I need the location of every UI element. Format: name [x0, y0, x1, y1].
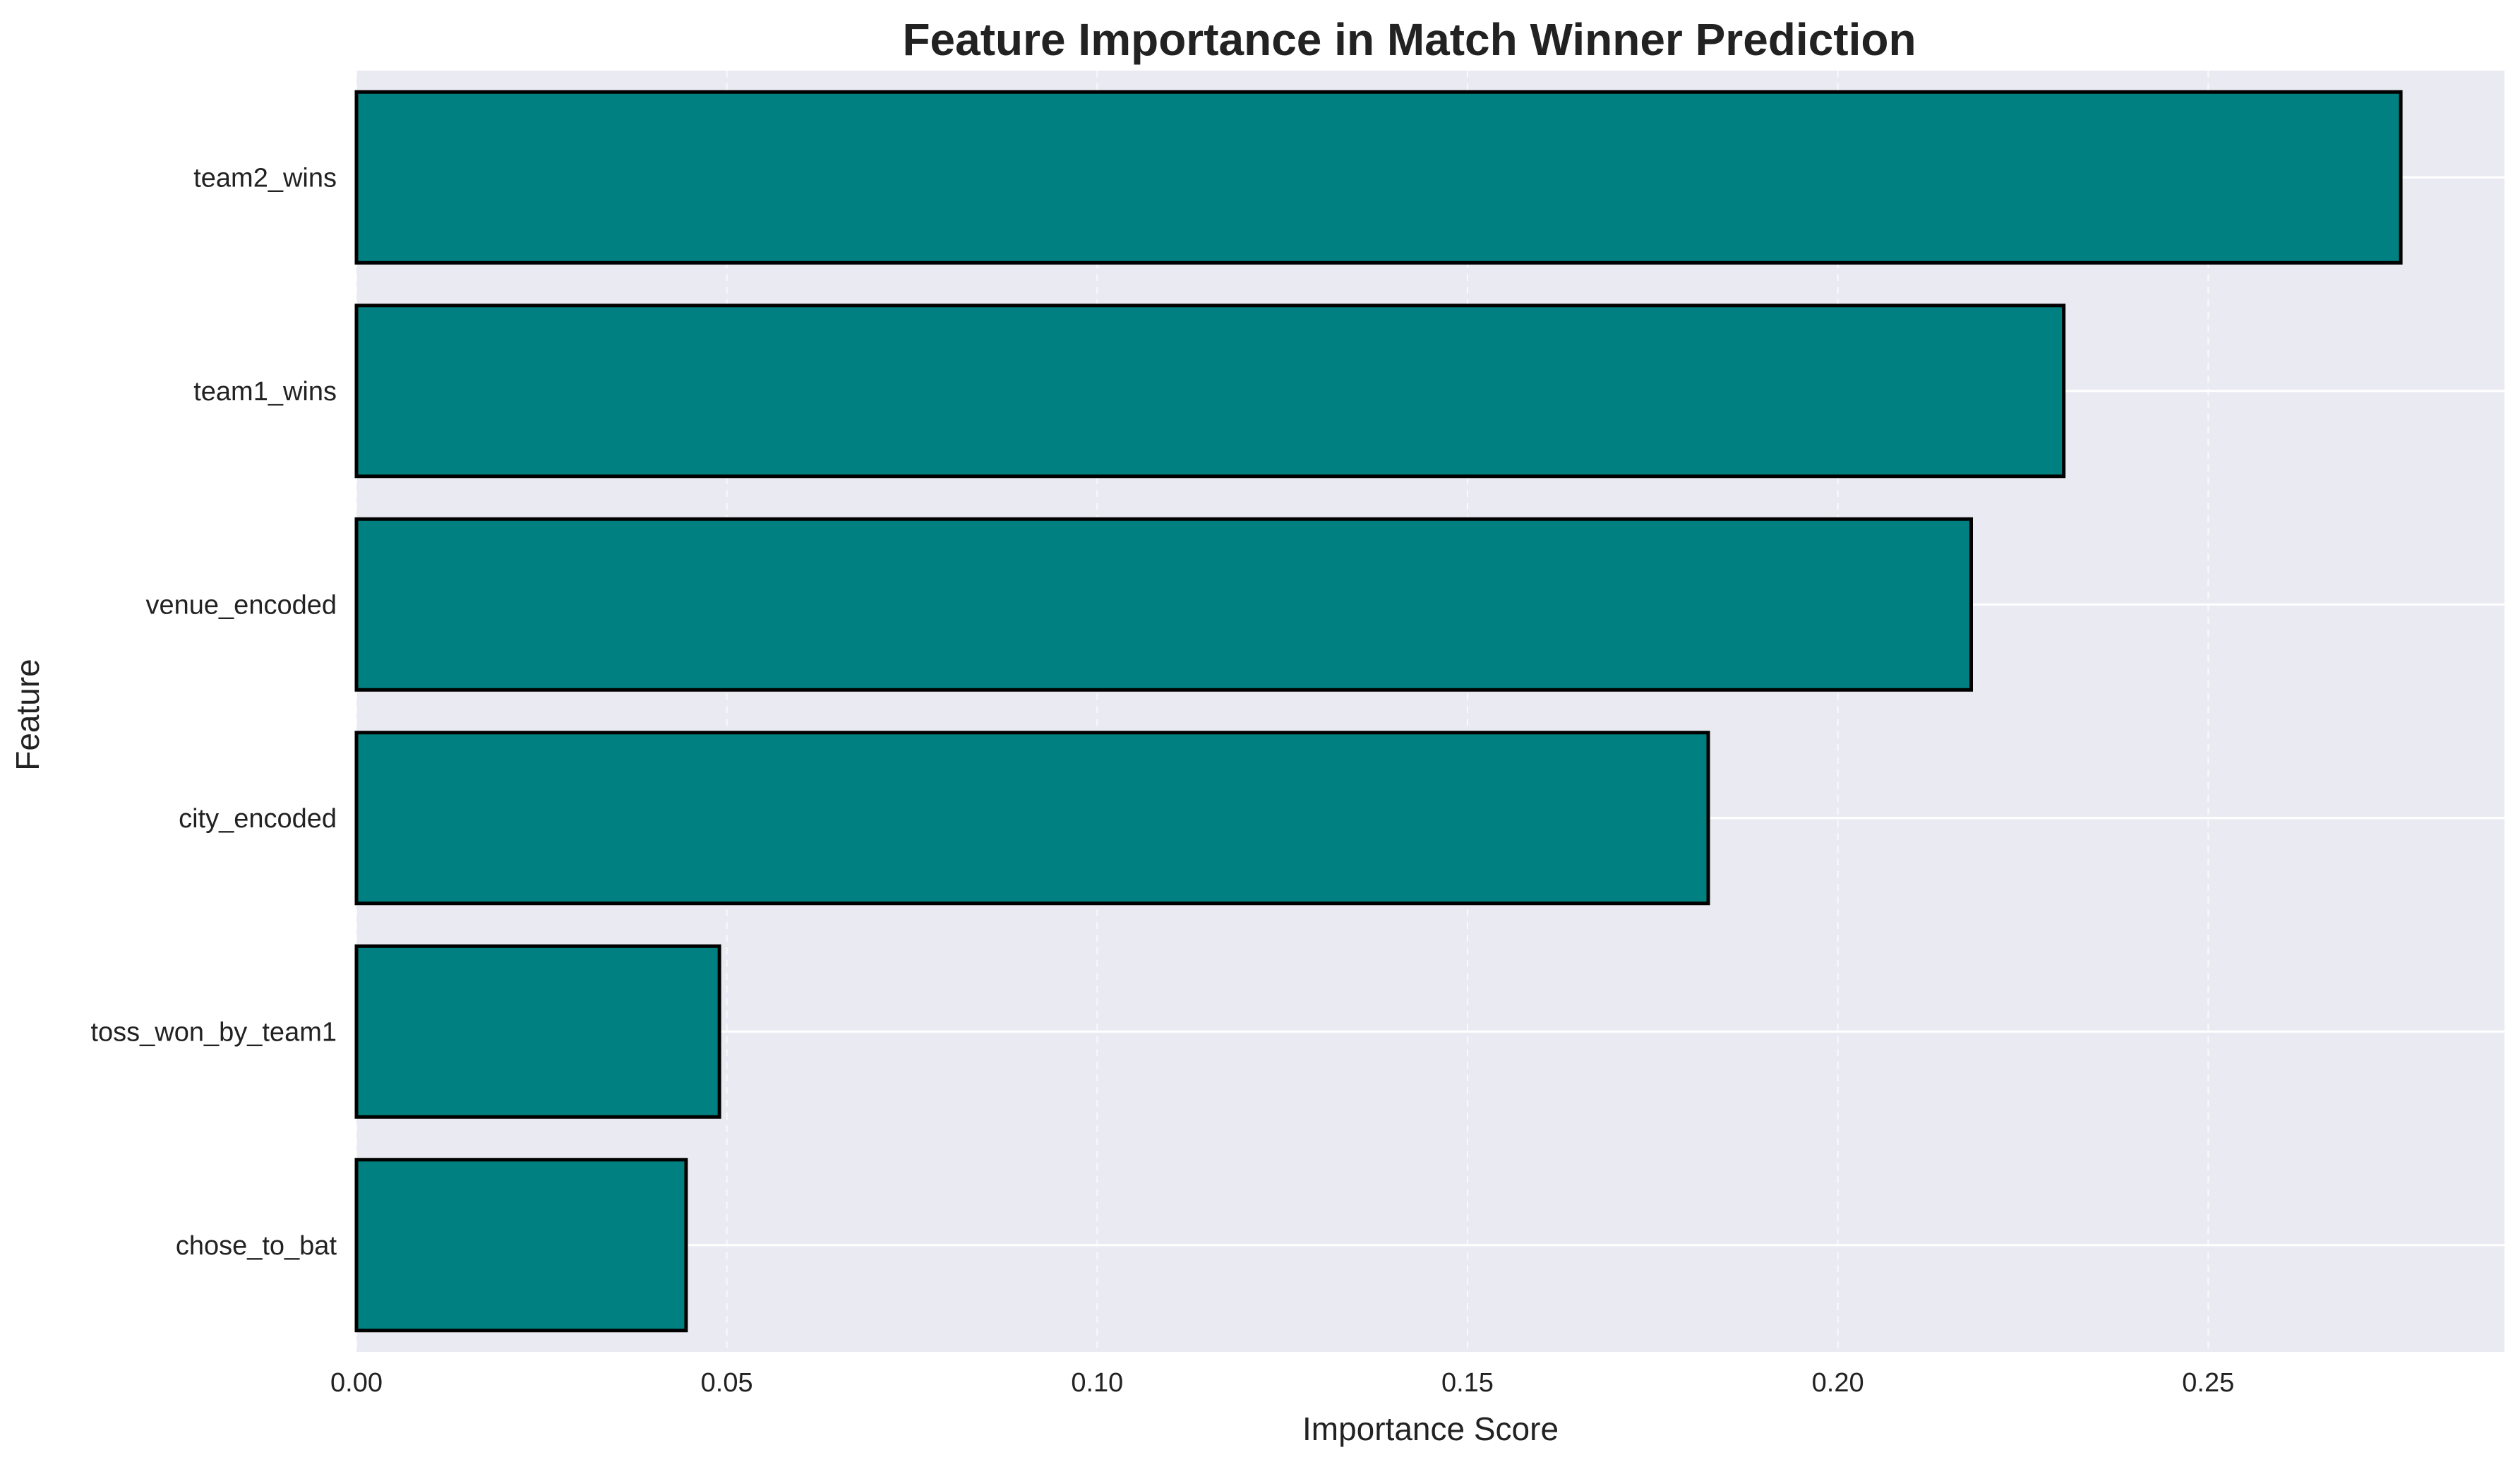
- y-tick-label: toss_won_by_team1: [90, 1017, 337, 1047]
- y-tick-label: city_encoded: [179, 804, 337, 834]
- bar-venue_encoded: [354, 517, 1973, 692]
- x-axis-label: Importance Score: [1302, 1410, 1559, 1447]
- y-tick-label: team1_wins: [193, 377, 337, 407]
- x-tick-label: 0.00: [330, 1368, 383, 1398]
- tick-labels: team2_wins team1_wins venue_encoded city_en…: [90, 163, 2234, 1398]
- bar-city_encoded: [354, 731, 1710, 906]
- y-axis-label: Feature: [9, 659, 46, 771]
- x-tick-label: 0.20: [1812, 1368, 1864, 1398]
- x-tick-label: 0.25: [2182, 1368, 2234, 1398]
- y-tick-label: chose_to_bat: [176, 1231, 337, 1261]
- bars: [354, 90, 2403, 1333]
- y-tick-label: venue_encoded: [146, 590, 337, 620]
- plot-area: [356, 71, 2504, 1352]
- x-tick-label: 0.15: [1441, 1368, 1494, 1398]
- y-tick-label: team2_wins: [193, 163, 337, 193]
- bar-team2_wins: [354, 90, 2403, 265]
- chart-title: Feature Importance in Match Winner Predi…: [902, 14, 1916, 65]
- bar-team1_wins: [354, 304, 2066, 479]
- x-tick-label: 0.10: [1071, 1368, 1123, 1398]
- bar-chose_to_bat: [354, 1158, 688, 1333]
- bar-toss_won_by_team1: [354, 944, 721, 1119]
- x-tick-label: 0.05: [701, 1368, 753, 1398]
